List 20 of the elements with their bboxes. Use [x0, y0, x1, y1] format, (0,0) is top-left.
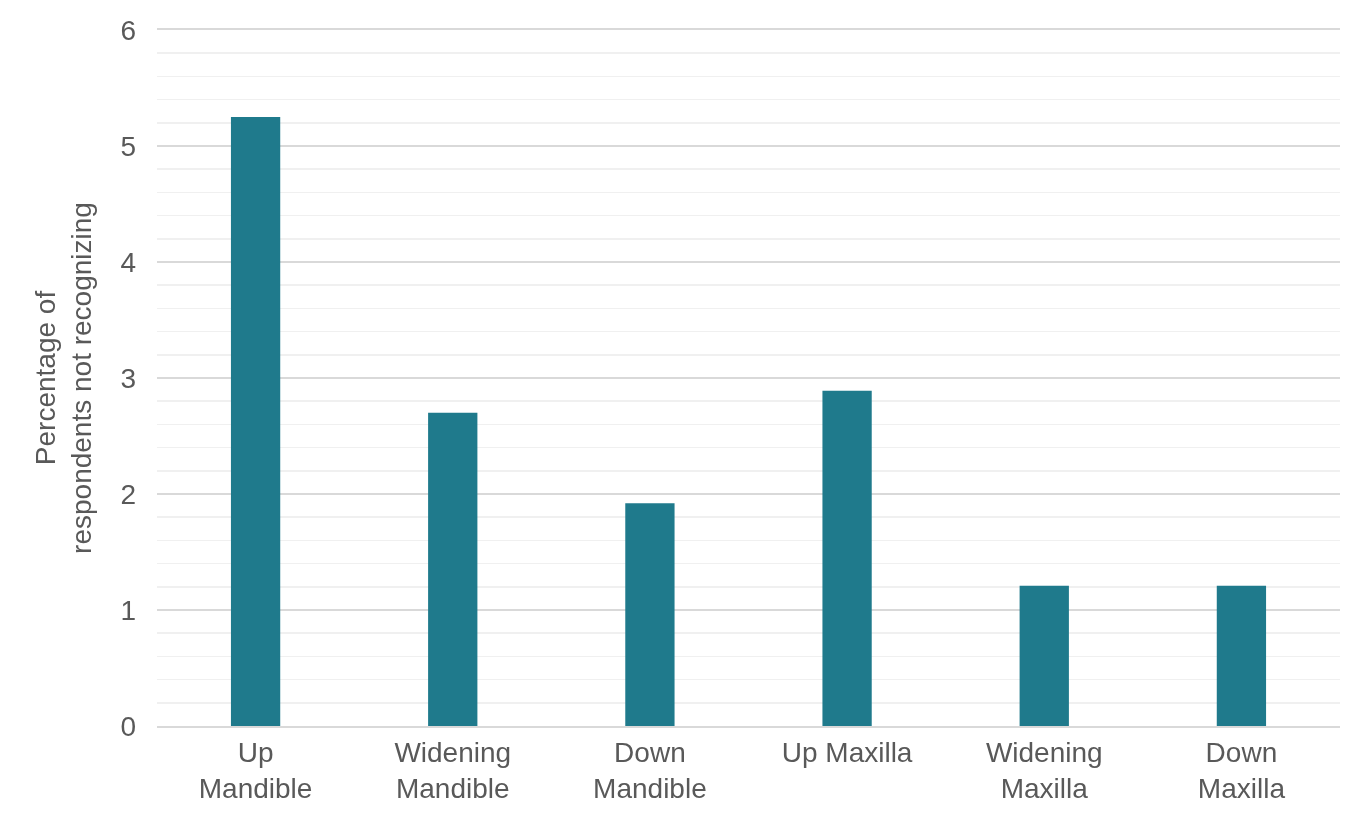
- x-tick-label: Up Mandible: [198, 736, 313, 804]
- y-tick-label: 2: [120, 478, 136, 510]
- x-tick-label: Up Maxilla: [781, 736, 913, 768]
- y-tick-label: 0: [120, 710, 136, 742]
- y-tick-label: 1: [120, 594, 136, 626]
- bar: [230, 117, 281, 726]
- y-tick-label: 4: [120, 246, 136, 278]
- y-axis-title: Percentage of respondents not recognizing: [29, 202, 98, 554]
- bar: [428, 412, 478, 726]
- x-tick-label: Down Maxilla: [1197, 736, 1286, 804]
- bar: [1216, 585, 1267, 726]
- bar: [822, 390, 872, 726]
- x-tick-label: Widening Mandible: [394, 736, 512, 804]
- x-tick-label: Widening Maxilla: [985, 736, 1103, 804]
- y-tick-label: 5: [120, 130, 136, 162]
- y-tick-label: 3: [120, 362, 136, 394]
- bar: [625, 503, 675, 726]
- y-tick-label: 6: [120, 14, 136, 46]
- x-tick-label: Down Mandible: [593, 736, 707, 804]
- bar: [1019, 585, 1069, 726]
